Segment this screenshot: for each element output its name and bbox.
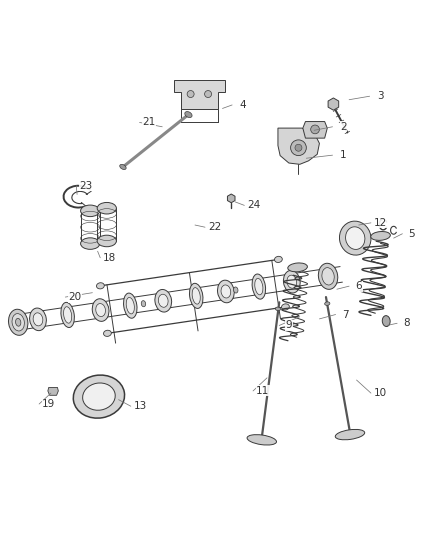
Polygon shape [227,194,235,203]
Text: 10: 10 [374,388,387,398]
Ellipse shape [8,309,28,335]
Circle shape [290,140,306,156]
Ellipse shape [92,299,109,321]
Text: 2: 2 [340,122,347,132]
Ellipse shape [190,284,203,309]
Ellipse shape [283,270,300,293]
Polygon shape [278,128,319,164]
Ellipse shape [325,302,330,305]
Ellipse shape [103,330,111,336]
Ellipse shape [276,307,281,311]
Ellipse shape [318,263,338,289]
Text: 7: 7 [343,310,349,319]
Ellipse shape [221,285,231,298]
Ellipse shape [120,164,126,169]
Text: 24: 24 [247,200,261,211]
Ellipse shape [30,308,46,330]
Ellipse shape [339,221,371,255]
Circle shape [311,125,319,134]
Text: 20: 20 [68,292,81,302]
Text: 19: 19 [42,399,55,409]
Ellipse shape [335,430,365,440]
Text: 22: 22 [208,222,221,232]
Ellipse shape [192,288,200,304]
Circle shape [187,91,194,98]
Ellipse shape [218,280,234,303]
Text: 8: 8 [403,318,410,328]
Ellipse shape [97,203,117,214]
Text: 3: 3 [377,91,384,101]
Ellipse shape [83,383,115,410]
Text: 4: 4 [240,100,246,110]
Text: 1: 1 [340,150,347,160]
Polygon shape [174,79,225,109]
Ellipse shape [252,274,265,299]
Ellipse shape [141,301,146,306]
Text: 11: 11 [256,386,269,396]
Ellipse shape [371,231,390,240]
Text: 18: 18 [103,253,117,263]
Ellipse shape [255,278,263,295]
Text: 23: 23 [79,181,92,191]
Ellipse shape [73,375,124,418]
Ellipse shape [233,287,238,293]
Ellipse shape [96,303,106,317]
Polygon shape [303,122,327,138]
Ellipse shape [288,263,307,272]
Text: 5: 5 [408,229,414,239]
Ellipse shape [81,238,100,249]
Ellipse shape [185,111,192,118]
Text: 21: 21 [142,117,156,127]
Ellipse shape [275,256,283,262]
Ellipse shape [81,205,100,216]
Ellipse shape [15,318,21,326]
Ellipse shape [322,268,334,285]
Ellipse shape [61,302,74,327]
Ellipse shape [159,294,168,308]
Ellipse shape [382,316,390,327]
Text: 12: 12 [374,218,387,228]
Circle shape [295,144,302,151]
Ellipse shape [96,282,104,289]
Ellipse shape [33,313,43,326]
Ellipse shape [64,306,72,323]
Ellipse shape [97,235,117,247]
Ellipse shape [282,304,290,310]
Text: 13: 13 [134,401,147,411]
Text: 9: 9 [286,320,292,330]
Polygon shape [48,387,58,395]
Ellipse shape [124,293,137,318]
Ellipse shape [155,289,172,312]
Circle shape [205,91,212,98]
Ellipse shape [12,313,25,331]
Polygon shape [328,98,339,110]
Ellipse shape [287,275,297,288]
Ellipse shape [247,434,276,445]
Ellipse shape [126,297,134,314]
Text: 6: 6 [355,281,362,291]
Ellipse shape [346,227,365,249]
